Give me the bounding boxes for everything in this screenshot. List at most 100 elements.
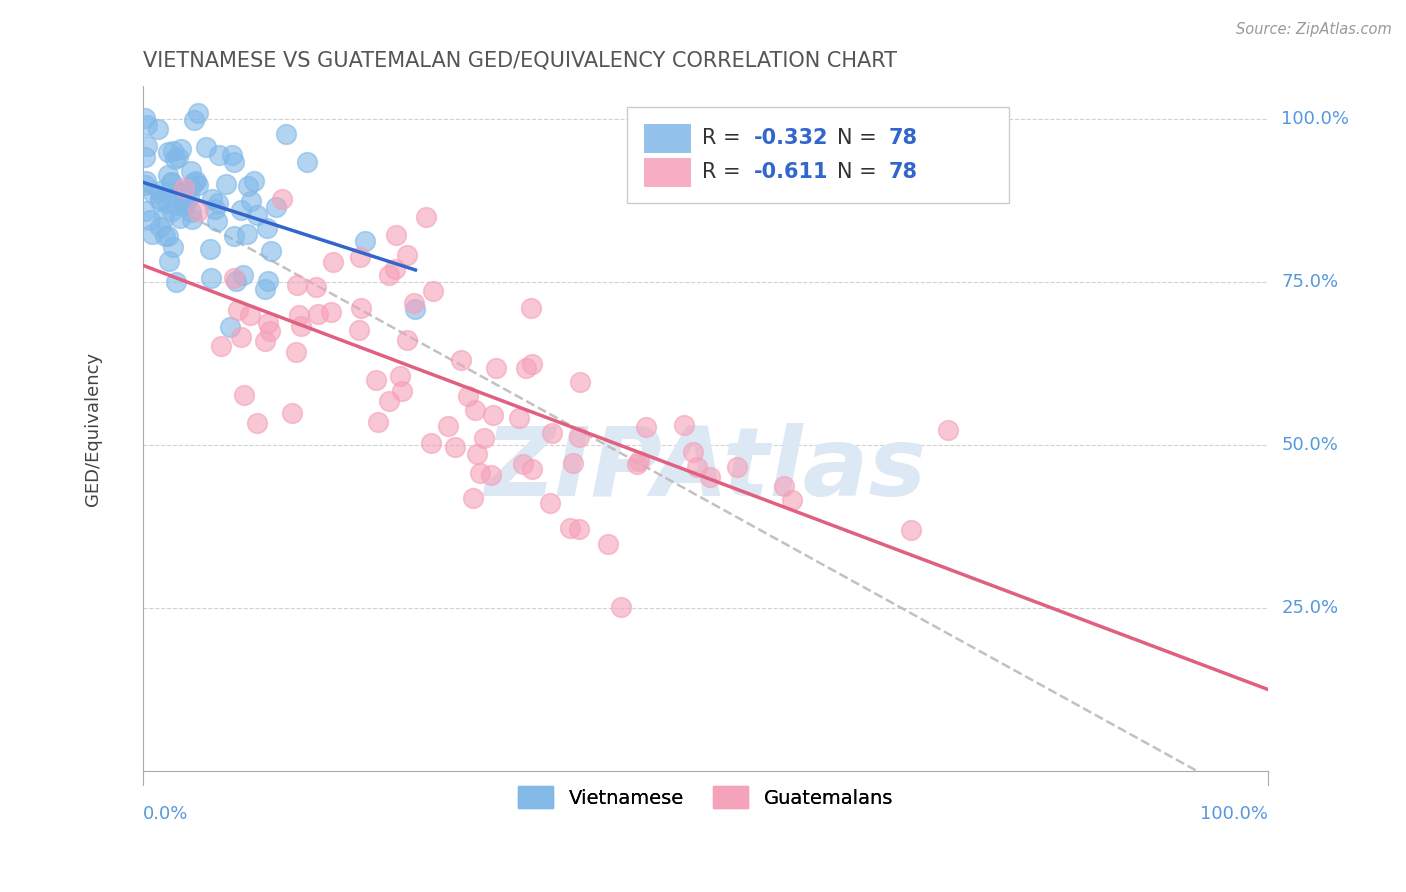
Point <box>673 418 696 433</box>
Point <box>169 211 191 225</box>
Point <box>160 177 183 191</box>
Point <box>207 195 229 210</box>
Point <box>464 403 486 417</box>
Text: R =: R = <box>702 128 748 148</box>
Point <box>224 270 246 285</box>
Point <box>243 174 266 188</box>
Point <box>194 140 217 154</box>
Point <box>215 177 238 191</box>
Point <box>420 435 443 450</box>
Point <box>149 220 172 235</box>
Point <box>270 192 292 206</box>
Text: Source: ZipAtlas.com: Source: ZipAtlas.com <box>1236 22 1392 37</box>
Point <box>256 316 278 330</box>
Point <box>155 229 177 244</box>
Point <box>149 194 172 209</box>
Point <box>253 283 276 297</box>
Point <box>463 491 485 505</box>
Point <box>221 148 243 162</box>
Point <box>134 150 156 164</box>
Point <box>443 440 465 454</box>
Point <box>148 192 170 206</box>
Point <box>167 187 190 202</box>
Point <box>900 524 922 538</box>
Point <box>149 185 172 199</box>
Point <box>541 426 564 441</box>
Point <box>281 406 304 420</box>
Point <box>347 323 370 337</box>
Point <box>404 296 426 310</box>
Point <box>138 212 160 227</box>
Text: -0.332: -0.332 <box>754 128 828 148</box>
Point <box>522 358 544 372</box>
Point <box>200 270 222 285</box>
Point <box>520 461 543 475</box>
Point <box>166 184 188 198</box>
Point <box>183 113 205 128</box>
Point <box>297 154 319 169</box>
Point <box>422 284 444 298</box>
Point <box>395 247 418 261</box>
Point <box>628 454 651 468</box>
Point <box>384 262 406 277</box>
Point <box>173 181 195 195</box>
Point <box>515 361 537 376</box>
Text: 100.0%: 100.0% <box>1199 805 1268 823</box>
Point <box>512 458 534 472</box>
Point <box>187 203 209 218</box>
Point <box>165 153 187 167</box>
Point <box>222 155 245 169</box>
Point <box>229 329 252 343</box>
Point <box>610 600 633 615</box>
Point <box>201 193 224 207</box>
Point <box>378 393 401 408</box>
Point <box>157 229 180 244</box>
Text: R =: R = <box>702 162 748 183</box>
Point <box>208 147 231 161</box>
Point <box>246 416 269 430</box>
FancyBboxPatch shape <box>644 124 690 153</box>
Point <box>156 145 179 160</box>
Point <box>239 308 262 322</box>
Point <box>166 275 188 289</box>
Point <box>686 459 709 474</box>
Point <box>240 194 263 208</box>
Point <box>226 303 249 318</box>
Point <box>173 197 195 211</box>
Point <box>157 253 180 268</box>
Point <box>187 106 209 120</box>
Point <box>367 415 389 429</box>
Point <box>177 189 200 203</box>
Point <box>415 211 437 225</box>
Point <box>211 339 233 353</box>
Text: GED/Equivalency: GED/Equivalency <box>84 351 101 506</box>
Point <box>156 195 179 210</box>
Point <box>319 305 342 319</box>
Point <box>183 175 205 189</box>
Point <box>626 458 648 472</box>
Point <box>450 353 472 368</box>
Point <box>307 307 329 321</box>
Text: N =: N = <box>837 162 883 183</box>
Point <box>395 333 418 347</box>
Point <box>238 179 260 194</box>
Text: 50.0%: 50.0% <box>1281 436 1339 454</box>
Point <box>634 420 657 434</box>
Point <box>350 301 373 315</box>
Point <box>558 521 581 535</box>
Text: N =: N = <box>837 128 883 148</box>
Point <box>165 198 187 212</box>
Point <box>259 324 281 338</box>
Point <box>322 254 344 268</box>
Point <box>134 204 156 219</box>
Point <box>180 179 202 194</box>
Point <box>568 429 591 443</box>
Point <box>520 301 543 315</box>
Point <box>936 424 959 438</box>
Point <box>389 369 412 384</box>
Point <box>204 202 226 217</box>
Point <box>256 221 278 235</box>
Point <box>232 268 254 282</box>
Point <box>465 447 488 461</box>
Text: 78: 78 <box>889 162 918 183</box>
